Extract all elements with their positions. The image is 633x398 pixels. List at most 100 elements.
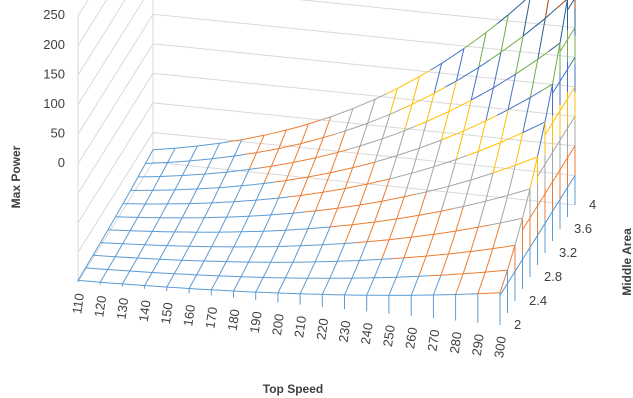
surface-segment — [107, 229, 120, 231]
surface-segment — [334, 130, 346, 135]
surface-segment — [470, 93, 483, 101]
surface-segment — [121, 270, 131, 285]
surface-segment — [311, 137, 324, 142]
surface-segment — [508, 4, 520, 16]
z-gridline — [77, 0, 576, 105]
surface-segment — [515, 36, 524, 75]
x-tick-label: 270 — [424, 329, 442, 353]
surface-segment — [275, 129, 287, 134]
surface-segment — [511, 35, 524, 45]
surface-segment — [237, 215, 249, 218]
surface-segment — [173, 259, 183, 274]
surface-segment — [400, 172, 412, 177]
surface-segment — [285, 229, 297, 231]
surface-segment — [462, 179, 472, 207]
surface-segment — [100, 242, 112, 244]
surface-segment — [500, 43, 513, 53]
surface-segment — [437, 185, 449, 190]
surface-segment — [507, 103, 520, 111]
surface-segment — [504, 73, 516, 82]
surface-segment — [455, 228, 468, 232]
x-axis-title: Top Speed — [263, 382, 323, 396]
surface-segment — [289, 195, 301, 198]
surface-segment — [430, 139, 442, 145]
surface-segment — [210, 275, 220, 291]
surface-segment — [345, 185, 357, 189]
z-tick-label: 0 — [58, 155, 65, 170]
surface-segment — [319, 116, 331, 121]
surface-segment — [233, 139, 243, 157]
surface-segment — [507, 74, 517, 110]
surface-segment — [240, 261, 249, 278]
surface-segment — [211, 187, 220, 204]
surface-segment — [485, 87, 494, 121]
surface-segment — [411, 169, 423, 174]
surface-segment — [178, 160, 190, 163]
surface-segment — [174, 217, 183, 233]
surface-segment — [388, 218, 398, 240]
surface-segment — [418, 191, 427, 216]
surface-segment — [255, 183, 265, 201]
surface-segment — [526, 156, 538, 162]
surface-segment — [248, 246, 257, 263]
surface-segment — [319, 172, 331, 176]
x-tick-label: 200 — [269, 313, 287, 337]
surface-segment — [85, 255, 94, 269]
surface-segment — [203, 246, 213, 262]
z-gridline — [77, 0, 108, 46]
surface-segment — [507, 191, 520, 196]
surface-segment — [455, 130, 465, 160]
surface-segment — [315, 154, 327, 159]
surface-segment — [433, 86, 446, 94]
surface-segment — [196, 217, 205, 233]
surface-segment — [274, 229, 286, 232]
surface-segment — [396, 196, 405, 220]
surface-segment — [289, 143, 302, 147]
surface-segment — [133, 243, 145, 246]
surface-segment — [166, 273, 175, 288]
surface-segment — [437, 110, 450, 117]
surface-segment — [322, 226, 331, 245]
x-tick-label: 180 — [225, 308, 243, 332]
surface-segment — [415, 255, 427, 258]
surface-segment — [266, 292, 278, 294]
surface-segment — [159, 258, 171, 261]
surface-segment — [167, 161, 179, 163]
x-tick-label: 230 — [336, 320, 354, 344]
x-tick-label: 110 — [69, 292, 87, 315]
surface-segment — [496, 14, 509, 24]
surface-segment — [255, 277, 264, 293]
surface-segment — [477, 271, 486, 294]
surface-segment — [292, 245, 301, 263]
surface-segment — [111, 242, 123, 245]
surface-segment — [126, 256, 138, 259]
surface-segment — [333, 243, 345, 245]
surface-segment — [374, 93, 387, 100]
surface-segment — [389, 88, 398, 115]
surface-segment — [92, 254, 105, 257]
surface-segment — [307, 261, 316, 279]
surface-segment — [359, 141, 372, 147]
surface-segment — [166, 231, 176, 246]
surface-segment — [552, 42, 561, 85]
surface-segment — [493, 80, 505, 89]
surface-segment — [122, 243, 134, 245]
surface-segment — [285, 178, 298, 182]
surface-segment — [397, 82, 409, 90]
surface-segment — [459, 179, 472, 184]
surface-segment — [444, 159, 457, 164]
surface-segment — [185, 273, 197, 276]
surface-segment — [208, 187, 220, 189]
surface-segment — [499, 195, 509, 224]
surface-segment — [181, 203, 191, 219]
surface-segment — [163, 272, 175, 275]
surface-segment — [256, 135, 265, 153]
surface-segment — [440, 111, 450, 141]
surface-segment — [341, 224, 353, 227]
surface-segment — [363, 98, 376, 105]
surface-segment — [263, 230, 275, 232]
surface-segment — [322, 116, 332, 138]
surface-segment — [326, 207, 338, 211]
surface-segment — [477, 201, 487, 228]
surface-segment — [410, 215, 420, 238]
